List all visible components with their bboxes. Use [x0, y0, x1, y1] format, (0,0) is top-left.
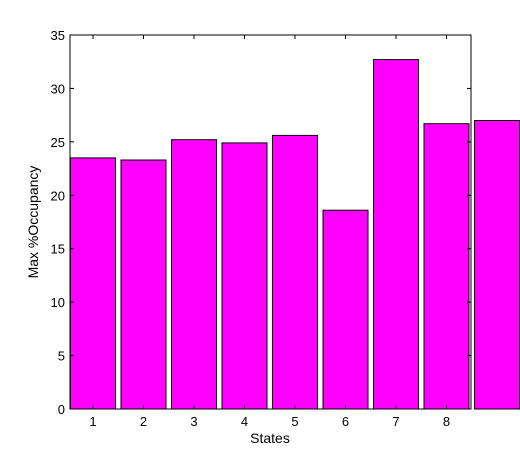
plot-frame — [69, 34, 472, 410]
y-axis-label: Max %Occupancy — [25, 166, 41, 279]
y-ticks-group: 0 5 10 15 20 25 30 35 — [51, 28, 471, 417]
x-tick-label: 8 — [443, 414, 450, 429]
bar-5 — [272, 134, 318, 410]
bar-4 — [221, 142, 268, 410]
bar-3 — [171, 139, 217, 410]
y-tick-label: 35 — [51, 28, 65, 43]
x-tick-label: 5 — [291, 414, 298, 429]
y-tick-label: 0 — [58, 402, 65, 417]
x-tick-label: 7 — [392, 414, 399, 429]
y-tick-label: 20 — [51, 188, 65, 203]
x-ticks-group: 1 2 3 4 5 6 7 8 — [89, 35, 450, 429]
bar-1 — [70, 157, 116, 410]
bars-group — [70, 59, 520, 410]
bar-8 — [423, 123, 470, 410]
x-tick-label: 2 — [140, 414, 147, 429]
y-tick-label: 10 — [51, 295, 65, 310]
x-tick-label: 4 — [241, 414, 248, 429]
x-axis-label: States — [250, 430, 290, 446]
x-tick-label: 3 — [190, 414, 197, 429]
bar-2 — [120, 159, 167, 410]
x-tick-label: 1 — [89, 414, 96, 429]
y-tick-label: 15 — [51, 242, 65, 257]
x-tick-label: 6 — [342, 414, 349, 429]
y-tick-label: 25 — [51, 135, 65, 150]
y-tick-label: 5 — [58, 349, 65, 364]
bar-6 — [322, 209, 369, 410]
y-tick-label: 30 — [51, 81, 65, 96]
bar-extra-9 — [474, 120, 520, 410]
bar-7 — [373, 59, 419, 410]
